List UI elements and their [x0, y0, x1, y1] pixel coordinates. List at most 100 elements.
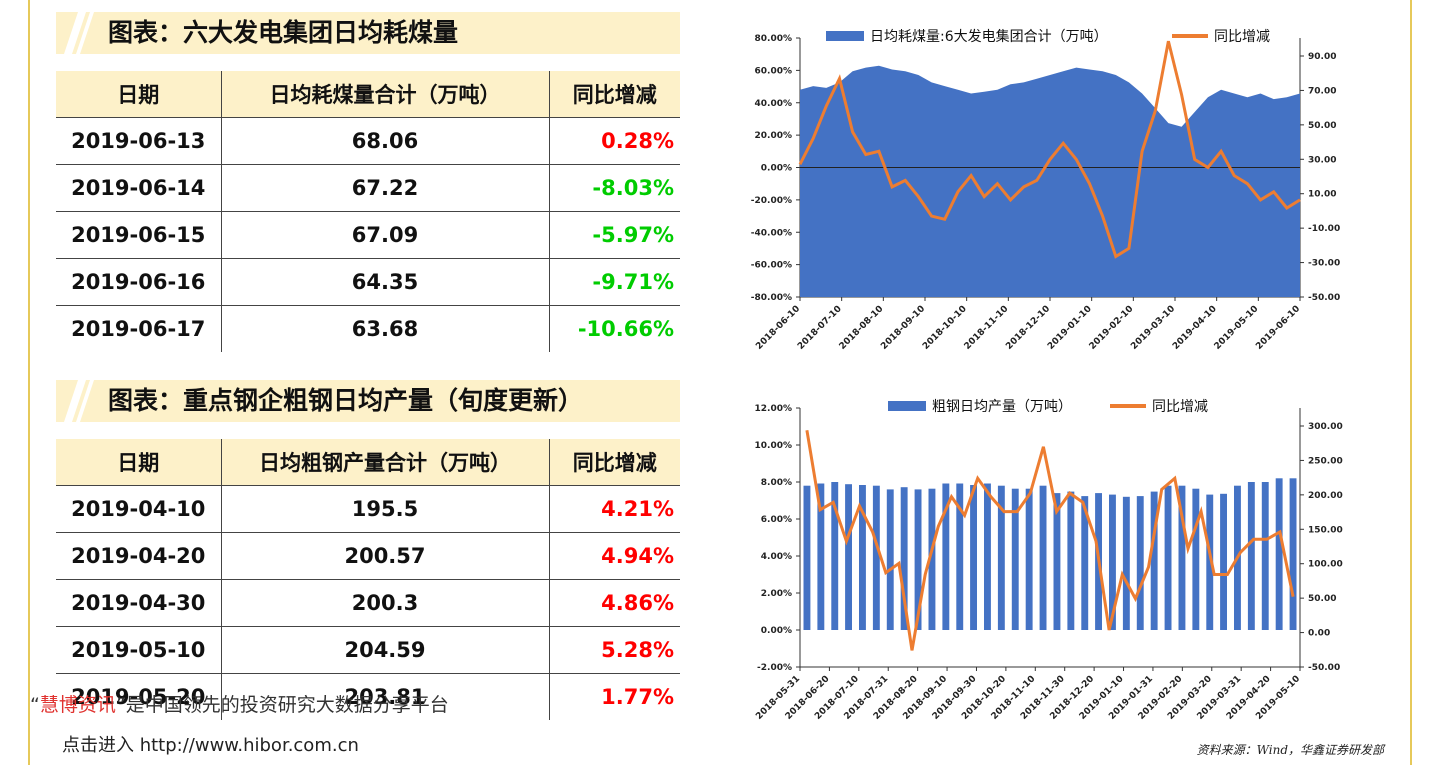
table-header-row: 日期 日均耗煤量合计（万吨） 同比增减	[56, 71, 680, 118]
watermark-text: “慧博资讯”是中国领先的投资研究大数据分享平台	[30, 690, 449, 717]
cell-value: 200.57	[221, 532, 550, 580]
cell-value: 195.5	[221, 485, 550, 533]
y-left-tick-label: 0.00%	[761, 626, 792, 636]
table-header-row: 日期 日均粗钢产量合计（万吨） 同比增减	[56, 439, 680, 486]
bar	[928, 488, 936, 630]
bar	[1206, 494, 1214, 630]
section-title-coal: 图表：六大发电集团日均耗煤量	[56, 12, 680, 54]
bar	[1136, 496, 1144, 630]
site-link[interactable]: 点击进入 http://www.hibor.com.cn	[62, 735, 359, 756]
cell-value: 64.35	[221, 258, 550, 306]
cell-value: 67.09	[221, 211, 550, 259]
bar	[872, 485, 880, 630]
watermark-quote: “	[30, 694, 40, 716]
cell-change: 5.28%	[549, 626, 680, 674]
table-row: 2019-05-20 203.81 1.77%	[56, 673, 680, 720]
steel-table: 日期 日均粗钢产量合计（万吨） 同比增减 2019-04-10 195.5 4.21…	[56, 439, 680, 720]
coal-chart: 80.00% 60.00% 40.00% 20.00% 0.00% -20.00% -40.…	[751, 28, 1340, 352]
y-right-tick-label: -50.00	[1308, 663, 1340, 673]
y-left-tick-label: 2.00%	[761, 589, 792, 599]
y-left-tick-label: -2.00%	[757, 663, 792, 673]
header-date: 日期	[56, 439, 222, 486]
table-row: 2019-04-20 200.57 4.94%	[56, 532, 680, 580]
y-right-tick-label: 0.00	[1308, 629, 1330, 639]
y-left-tick-label: 80.00%	[755, 34, 793, 44]
y-left-tick-label: 12.00%	[755, 404, 793, 414]
legend-label-series0: 日均耗煤量:6大发电集团合计（万吨）	[870, 28, 1108, 45]
bar	[859, 485, 866, 630]
cell-date: 2019-04-10	[56, 485, 222, 533]
bar	[956, 483, 964, 630]
bar	[984, 483, 991, 630]
header-change: 同比增减	[549, 71, 680, 118]
cell-date: 2019-06-16	[56, 258, 222, 306]
table-row: 2019-06-13 68.06 0.28%	[56, 117, 680, 165]
header-date: 日期	[56, 71, 222, 118]
bar	[1178, 485, 1186, 630]
bar	[886, 489, 894, 630]
bar	[1261, 482, 1269, 630]
y-right-tick-label: 90.00	[1308, 52, 1336, 62]
y-left-tick-label: 60.00%	[755, 66, 793, 76]
y-left-tick-label: 40.00%	[755, 99, 793, 109]
bar	[1192, 488, 1200, 630]
y-right-tick-label: 250.00	[1308, 456, 1343, 466]
header-change: 同比增减	[549, 439, 680, 486]
bar	[900, 487, 908, 630]
bar	[1109, 494, 1116, 630]
cell-date: 2019-05-20	[56, 673, 222, 720]
cell-change: 4.86%	[549, 579, 680, 627]
bar	[1053, 493, 1061, 630]
table-row: 2019-06-16 64.35 -9.71%	[56, 258, 680, 306]
cell-date: 2019-05-10	[56, 626, 222, 674]
legend-label-series0: 粗钢日均产量（万吨）	[932, 399, 1072, 415]
watermark-brand: 慧博资讯	[39, 694, 116, 716]
y-left-tick-label: -80.00%	[751, 293, 792, 303]
y-left-tick-label: 0.00%	[761, 164, 792, 174]
y-left-tick-label: -40.00%	[751, 228, 792, 238]
series-line-yoy	[798, 40, 1301, 259]
table-row: 2019-06-14 67.22 -8.03%	[56, 164, 680, 212]
cell-value: 68.06	[221, 117, 550, 165]
cell-change: -5.97%	[549, 211, 680, 259]
cell-change: -9.71%	[549, 258, 680, 306]
cell-change: 1.77%	[549, 673, 680, 720]
cell-change: -8.03%	[549, 164, 680, 212]
bar	[942, 483, 950, 630]
cell-date: 2019-06-17	[56, 305, 222, 352]
y-right-tick-label: 50.00	[1308, 121, 1336, 131]
y-right-tick-label: 70.00	[1308, 86, 1336, 96]
table-row: 2019-06-17 63.68 -10.66%	[56, 305, 680, 352]
bar	[817, 483, 825, 630]
bar	[997, 485, 1005, 630]
section-title-text: 图表：重点钢企粗钢日均产量（旬度更新）	[108, 386, 584, 415]
title-deco-icon	[64, 12, 94, 54]
bar	[1039, 485, 1047, 630]
source-note: 资料来源：Wind，华鑫证券研发部	[1196, 743, 1384, 757]
bar	[1247, 482, 1255, 630]
y-left-tick-label: 8.00%	[761, 478, 792, 488]
legend-swatch-bar	[826, 31, 864, 41]
bar	[803, 485, 811, 630]
cell-date: 2019-04-20	[56, 532, 222, 580]
coal-table: 日期 日均耗煤量合计（万吨） 同比增减 2019-06-13 68.06 0.28%…	[56, 71, 680, 352]
series-line-yoy	[805, 429, 1295, 651]
header-value: 日均耗煤量合计（万吨）	[221, 71, 550, 118]
y-right-tick-label: 100.00	[1308, 560, 1343, 570]
bar	[1122, 496, 1130, 630]
y-right-tick-label: 10.00	[1308, 190, 1336, 200]
y-left-tick-label: 4.00%	[761, 552, 792, 562]
x-tick-label: 2019-06-10	[1254, 304, 1302, 352]
bar	[845, 484, 852, 630]
table-row: 2019-04-10 195.5 4.21%	[56, 485, 680, 533]
bar	[970, 485, 977, 630]
cell-date: 2019-06-14	[56, 164, 222, 212]
left-border	[28, 0, 30, 765]
y-right-tick-label: -50.00	[1308, 293, 1340, 303]
cell-value: 203.81	[221, 673, 550, 720]
series-area-coal	[800, 65, 1300, 297]
table-row: 2019-05-10 204.59 5.28%	[56, 626, 680, 674]
cell-value: 204.59	[221, 626, 550, 674]
bar	[1067, 491, 1075, 630]
y-right-tick-label: 300.00	[1308, 422, 1343, 432]
